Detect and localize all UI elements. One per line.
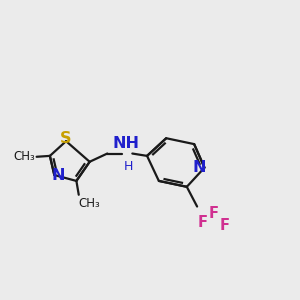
Text: F: F — [208, 206, 218, 221]
Text: N: N — [193, 160, 206, 175]
Text: CH₃: CH₃ — [79, 197, 101, 210]
Text: F: F — [198, 214, 208, 230]
Text: N: N — [52, 168, 65, 183]
Text: CH₃: CH₃ — [14, 150, 35, 163]
Text: NH: NH — [113, 136, 140, 152]
Text: F: F — [220, 218, 230, 232]
Text: S: S — [60, 131, 72, 146]
Text: H: H — [124, 160, 134, 173]
